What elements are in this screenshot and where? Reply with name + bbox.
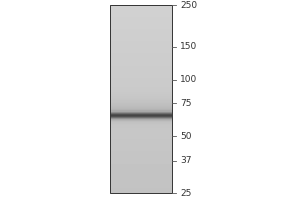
Text: 37: 37: [180, 156, 191, 165]
Text: 25: 25: [180, 188, 191, 198]
Text: 50: 50: [180, 132, 191, 141]
Text: 150: 150: [180, 42, 197, 51]
Text: 250: 250: [180, 0, 197, 9]
Text: 75: 75: [180, 99, 191, 108]
Text: 100: 100: [180, 75, 197, 84]
Bar: [110, 5, 172, 193]
